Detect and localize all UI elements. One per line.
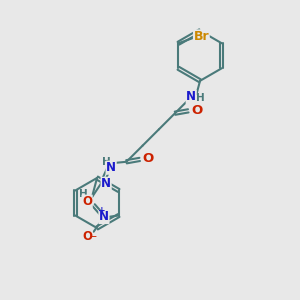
Text: O: O xyxy=(142,152,154,165)
Text: H: H xyxy=(196,94,205,103)
Text: Br: Br xyxy=(194,30,209,43)
Text: O: O xyxy=(191,104,202,117)
Text: +: + xyxy=(98,206,106,215)
Text: N: N xyxy=(106,161,116,174)
Text: N: N xyxy=(101,177,111,190)
Text: ⁻: ⁻ xyxy=(90,233,96,247)
Text: N: N xyxy=(186,91,196,103)
Text: O: O xyxy=(82,230,92,243)
Text: H: H xyxy=(102,157,111,167)
Text: H: H xyxy=(80,189,88,199)
Text: O: O xyxy=(82,195,92,208)
Text: N: N xyxy=(99,211,109,224)
